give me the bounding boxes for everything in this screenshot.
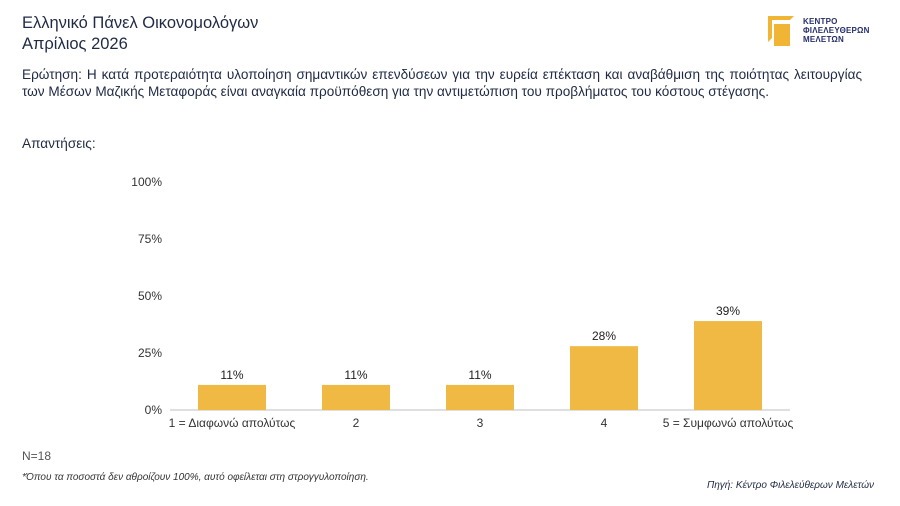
- x-tick-label: 4: [601, 416, 608, 430]
- y-tick-label: 0%: [145, 403, 163, 417]
- x-axis: 1 = Διαφωνώ απολύτως 2 3 4 5 = Συμφωνώ απολύ…: [169, 416, 794, 430]
- answers-label: Απαντήσεις:: [22, 136, 96, 151]
- bar: [446, 384, 514, 410]
- question-text: Ερώτηση: Η κατά προτεραιότητα υλοποίηση …: [22, 67, 862, 99]
- x-tick-label: 1 = Διαφωνώ απολύτως: [169, 416, 296, 430]
- y-tick-label: 50%: [138, 289, 162, 303]
- kefim-logo: ΚΕΝΤΡΟ ΦΙΛΕΛΕΥΘΕΡΩΝ ΜΕΛΕΤΩΝ: [768, 14, 888, 54]
- bar: [198, 384, 266, 410]
- bar: [570, 346, 638, 410]
- x-tick-label: 5 = Συμφωνώ απολύτως: [663, 416, 794, 430]
- title-line-1: Ελληνικό Πάνελ Οικονομολόγων: [22, 14, 259, 32]
- sample-size: N=18: [22, 449, 52, 463]
- logo-line-1: ΚΕΝΤΡΟ: [803, 17, 838, 26]
- data-label: 28%: [592, 329, 616, 343]
- y-tick-label: 100%: [131, 175, 162, 189]
- page-title: Ελληνικό Πάνελ Οικονομολόγων Απρίλιος 20…: [22, 13, 258, 55]
- y-axis: 0% 25% 50% 75% 100%: [131, 175, 162, 417]
- title-line-2: Απρίλιος 2026: [22, 35, 128, 53]
- bars-group: 11% 11% 11% 28% 39%: [198, 304, 762, 410]
- logo-line-3: ΜΕΛΕΤΩΝ: [803, 35, 845, 44]
- data-label: 11%: [220, 368, 243, 382]
- bar: [694, 321, 762, 410]
- logo-text: ΚΕΝΤΡΟ ΦΙΛΕΛΕΥΘΕΡΩΝ ΜΕΛΕΤΩΝ: [803, 17, 870, 44]
- footnote: *Όπου τα ποσοστά δεν αθροίζουν 100%, αυτ…: [22, 472, 369, 483]
- data-label: 39%: [716, 304, 740, 318]
- logo-block-shape: [774, 24, 790, 46]
- x-tick-label: 2: [353, 416, 360, 430]
- y-tick-label: 75%: [138, 232, 162, 246]
- y-tick-label: 25%: [138, 346, 162, 360]
- bar: [322, 384, 390, 410]
- source-note: Πηγή: Κέντρο Φιλελεύθερων Μελετών: [706, 480, 874, 491]
- bar-chart: 0% 25% 50% 75% 100% 11% 11% 11% 28% 39% 1 = Διαφ…: [131, 175, 794, 430]
- data-label: 11%: [468, 368, 491, 382]
- logo-frame-shape: [768, 16, 794, 42]
- logo-line-2: ΦΙΛΕΛΕΥΘΕΡΩΝ: [803, 26, 870, 35]
- x-tick-label: 3: [477, 416, 484, 430]
- data-label: 11%: [344, 368, 367, 382]
